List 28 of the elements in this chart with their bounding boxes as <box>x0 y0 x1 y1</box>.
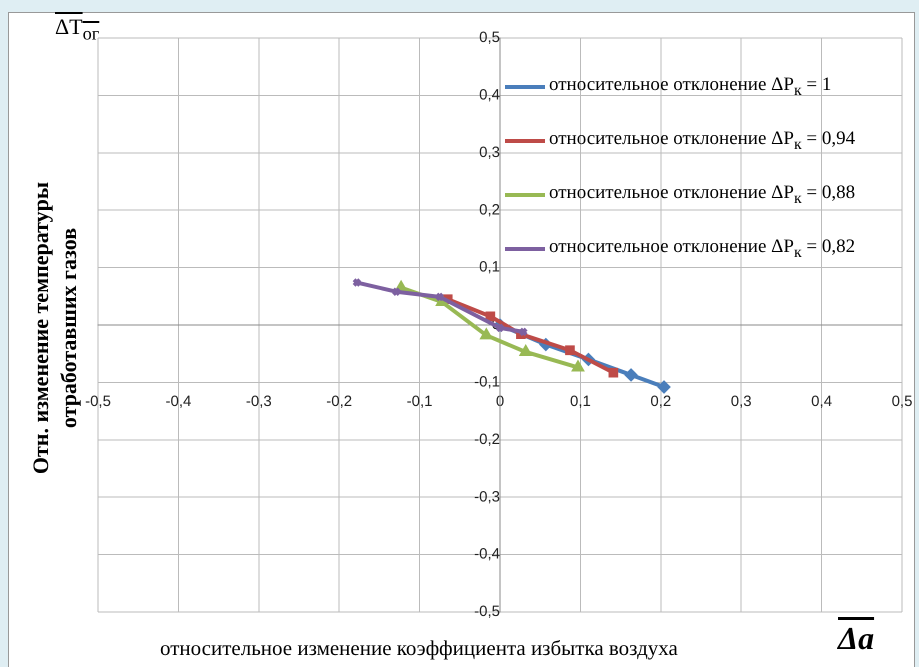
annotation: ΔT$_{ог}$ <box>55 14 100 44</box>
y-tick-label: 0,1 <box>479 258 500 276</box>
y-tick-label: -0,3 <box>474 488 500 506</box>
y-tick-label: -0,1 <box>474 374 500 391</box>
x-tick-label: 0,4 <box>811 393 832 410</box>
text: Δa <box>838 620 874 656</box>
x-tick-label: -0,1 <box>406 393 433 410</box>
y-tick-label: -0,5 <box>474 603 500 620</box>
x-tick-label: -0,5 <box>85 393 111 410</box>
x-tick-label: -0,2 <box>326 393 352 410</box>
y-tick-label: -0,4 <box>474 546 500 563</box>
x-tick-label: -0,4 <box>165 393 192 410</box>
x-tick-label: 0,3 <box>730 393 752 410</box>
legend-label: относительное отклонение ΔP$_{к}$ = 1 <box>549 74 832 100</box>
x-tick-label: -0,3 <box>246 393 272 410</box>
y-tick-label: 0,2 <box>479 201 500 218</box>
y-tick-label: 0,5 <box>479 29 500 46</box>
x-tick-label: 0,2 <box>650 393 672 410</box>
y-tick-label: 0,3 <box>479 144 500 161</box>
y-axis-title: Отн. изменение температуры отработавших газов <box>27 180 82 476</box>
y-tick-label: -0,2 <box>474 430 500 448</box>
legend-label: относительное отклонение ΔP$_{к}$ = 0,82 <box>549 236 856 262</box>
x-tick-label: 0,1 <box>570 393 591 410</box>
x-tick-label: 0,5 <box>892 393 912 410</box>
legend-label: относительное отклонение ΔP$_{к}$ = 0,94 <box>549 128 856 154</box>
y-tick-label: 0,4 <box>479 86 500 104</box>
x-axis-title: относительное изменение коэффициента избытка воздуха <box>160 636 678 661</box>
legend-label: относительное отклонение ΔP$_{к}$ = 0,88 <box>549 182 856 208</box>
